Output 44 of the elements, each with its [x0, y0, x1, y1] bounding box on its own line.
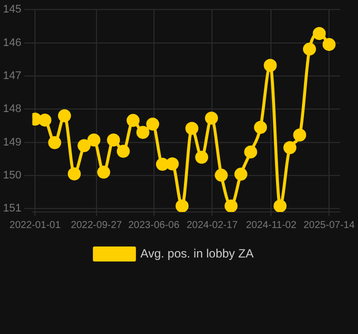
point: [48, 136, 62, 150]
y-tick-label: 151: [2, 202, 22, 215]
x-tick-label: 2024-02-17: [186, 220, 238, 231]
point: [78, 139, 91, 152]
point: [185, 122, 198, 135]
y-tick-label: 147: [2, 70, 22, 82]
point: [214, 168, 228, 182]
x-tick-label: 2022-09-27: [70, 220, 122, 231]
x-tick-label: 2023-06-06: [128, 220, 180, 231]
point: [38, 114, 52, 127]
legend-label: Avg. pos. in lobby ZA: [140, 246, 254, 260]
point: [146, 118, 160, 131]
point: [302, 42, 316, 56]
x-tick-label: 2025-07-14: [303, 220, 356, 231]
y-tick-label: 149: [2, 136, 22, 148]
x-tick-label: 2024-11-02: [246, 220, 297, 231]
point: [254, 120, 267, 134]
point: [126, 114, 140, 127]
point: [283, 141, 296, 154]
y-tick-label: 146: [2, 36, 22, 49]
point: [244, 145, 258, 158]
x-tick-label: 2022-01-01: [10, 220, 62, 231]
point: [156, 158, 169, 171]
point: [68, 167, 81, 180]
y-tick-label: 148: [2, 103, 22, 116]
point: [136, 126, 150, 139]
point: [293, 128, 306, 142]
point: [195, 150, 208, 164]
point: [312, 26, 326, 40]
point: [87, 134, 100, 146]
point: [97, 166, 110, 179]
point: [166, 157, 179, 170]
point: [264, 58, 277, 72]
point: [176, 200, 189, 212]
point: [322, 38, 336, 51]
y-tick-label: 145: [2, 4, 22, 16]
point: [58, 109, 71, 122]
y-tick-label: 150: [2, 170, 22, 182]
point: [116, 144, 130, 158]
point: [204, 112, 218, 125]
point: [234, 168, 248, 181]
point: [274, 200, 287, 212]
point: [106, 134, 120, 146]
point: [224, 200, 238, 212]
